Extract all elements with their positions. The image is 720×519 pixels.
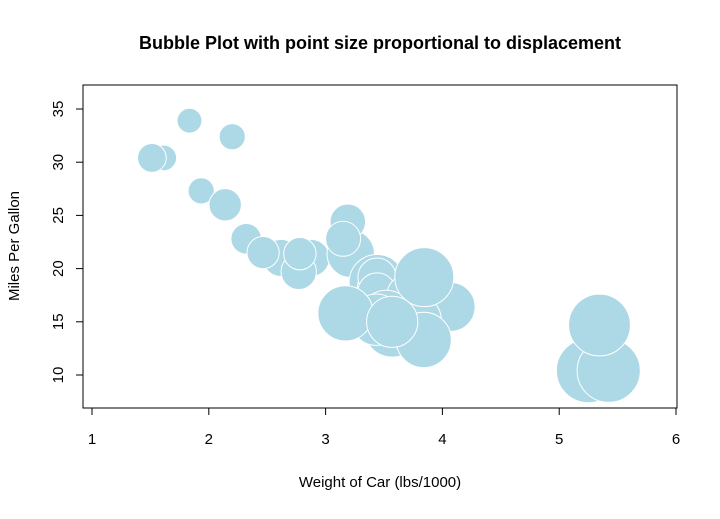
x-tick-label: 4 bbox=[438, 431, 446, 448]
chart-title: Bubble Plot with point size proportional… bbox=[139, 33, 621, 53]
bubble-point bbox=[187, 177, 215, 205]
bubble-point bbox=[176, 107, 203, 134]
bubble-point bbox=[394, 247, 455, 308]
x-tick-label: 2 bbox=[205, 431, 213, 448]
y-tick-label: 30 bbox=[50, 154, 67, 171]
y-axis-label: Miles Per Gallon bbox=[6, 191, 23, 301]
x-axis: 1 2 3 4 5 6 bbox=[88, 407, 680, 448]
bubble-point bbox=[218, 123, 246, 151]
x-tick-label: 5 bbox=[555, 431, 563, 448]
bubble-point bbox=[137, 143, 167, 173]
bubble-point bbox=[325, 220, 362, 257]
x-tick-label: 3 bbox=[321, 431, 329, 448]
bubble-point bbox=[568, 293, 631, 357]
y-tick-label: 35 bbox=[50, 101, 67, 118]
bubbles-layer bbox=[137, 107, 641, 404]
bubble-point bbox=[208, 188, 242, 222]
x-axis-label: Weight of Car (lbs/1000) bbox=[299, 474, 461, 491]
x-tick-label: 1 bbox=[88, 431, 96, 448]
y-tick-label: 25 bbox=[50, 207, 67, 224]
bubble-point bbox=[366, 295, 419, 348]
bubble-point bbox=[246, 236, 280, 270]
bubble-point bbox=[283, 237, 317, 271]
y-tick-label: 10 bbox=[50, 367, 67, 384]
y-axis: 10 15 20 25 30 35 bbox=[50, 101, 84, 384]
x-tick-label: 6 bbox=[672, 431, 680, 448]
bubble-point bbox=[317, 285, 374, 342]
y-tick-label: 20 bbox=[50, 260, 67, 277]
y-tick-label: 15 bbox=[50, 313, 67, 330]
